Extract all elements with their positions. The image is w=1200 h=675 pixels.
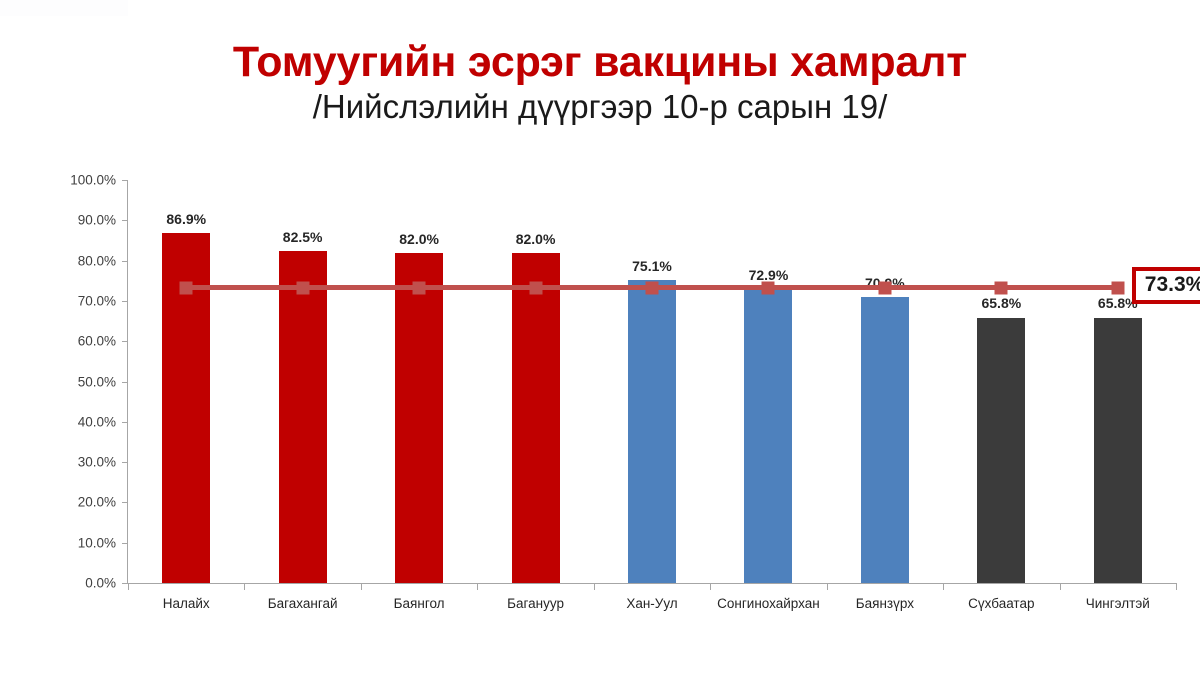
x-axis-tick-mark [826,583,828,590]
y-axis-tick-label: 80.0% [77,253,116,269]
x-axis-tick-mark [1059,583,1061,590]
y-axis-tick-mark [122,542,128,544]
average-line-marker [296,281,310,295]
bar-value-label: 65.8% [1097,294,1138,311]
category-label-Налайх: Налайх [162,596,210,611]
average-line-marker [645,281,659,295]
category-label-Чингэлтэй: Чингэлтэй [1085,596,1150,611]
bar-Баянгол [395,252,444,583]
category-label-Баянгол: Баянгол [393,596,445,611]
y-axis-tick-mark [122,260,128,262]
corner-tint [0,0,128,16]
average-callout: 73.3% [1131,266,1200,304]
bar-Чингэлтэй [1093,317,1142,583]
category-label-Багахангай: Багахангай [267,596,338,611]
y-axis-tick-label: 60.0% [77,333,116,349]
page-subtitle: /Нийслэлийн дүүргээр 10-р сарын 19/ [312,88,888,126]
category-label-Сонгинохайрхан: Сонгинохайрхан [717,596,820,611]
y-axis-tick-label: 50.0% [77,374,116,389]
average-line-marker [412,281,426,295]
x-axis-tick-mark [360,583,362,590]
x-axis-tick-mark [128,583,129,590]
bar-Багануур [511,252,560,583]
category-label-Хан-Уул: Хан-Уул [626,596,678,611]
y-axis-tick-mark [122,462,128,464]
y-axis-tick-label: 20.0% [77,494,116,510]
bar-Сонгинохайрхан [744,289,793,583]
plot-area [128,180,1176,583]
average-line-marker [878,281,892,295]
average-line-marker [529,281,543,295]
y-axis-tick-label: 40.0% [77,414,116,430]
page-title: Томуугийн эсрэг вакцины хамралт [232,38,968,86]
y-axis-tick-mark [122,502,128,504]
bar-value-label: 82.0% [399,230,439,247]
bar-Багахангай [278,250,327,583]
x-axis-tick-mark [593,583,595,590]
average-line-marker [1111,281,1125,295]
bar-value-label: 82.5% [282,228,323,245]
y-axis-tick-mark [122,180,128,181]
x-axis-tick-mark [710,583,712,590]
average-line-marker [994,281,1008,295]
category-label-Багануур: Багануур [507,596,564,611]
bar-Баянзүрх [860,297,909,583]
y-axis-tick-label: 70.0% [77,293,116,309]
y-axis-tick-label: 30.0% [77,454,116,470]
y-axis-tick-label: 0.0% [85,575,116,591]
title-block: Томуугийн эсрэг вакцины хамралт /Нийслэл… [0,38,1200,127]
y-axis-tick-mark [122,583,128,584]
y-axis-tick-mark [122,421,128,423]
bar-value-label: 86.9% [166,210,207,227]
bar-value-label: 65.8% [981,294,1022,311]
bar-Хан-Уул [628,280,676,583]
average-line-marker [761,281,775,295]
x-axis-line [127,583,1176,584]
bar-value-label: 82.0% [515,230,556,247]
x-axis-tick-mark [943,583,945,590]
average-line-marker [179,281,193,295]
bar-Сүхбаатар [977,317,1026,583]
bar-chart: 0.0% 10.0% 20.0% 30.0% 40.0% 50.0% 60.0% 70.0% 8… [0,168,1200,638]
category-label-Сүхбаатар: Сүхбаатар [968,596,1035,611]
y-axis-tick-label: 10.0% [77,535,116,551]
y-axis-tick-mark [122,381,128,383]
x-axis-tick-mark [1176,583,1177,590]
y-axis-tick-label: 90.0% [77,212,116,228]
y-axis-tick-label: 100.0% [70,172,116,188]
bar-value-label: 72.9% [748,267,789,284]
x-axis-tick-mark [477,583,479,590]
y-axis-tick-mark [122,220,128,222]
y-axis-tick-mark [122,341,128,343]
category-label-Баянзүрх: Баянзүрх [855,596,914,611]
x-axis-tick-mark [244,583,246,590]
y-axis-tick-mark [122,300,128,302]
bar-value-label: 75.1% [632,258,672,275]
